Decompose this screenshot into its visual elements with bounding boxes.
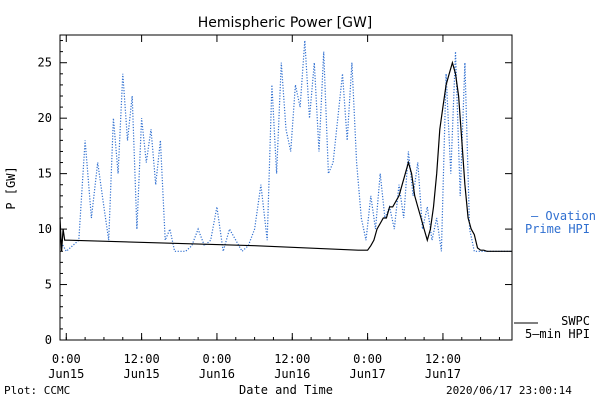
chart-title: Hemispheric Power [GW] [198,15,373,31]
y-tick-label-5: 25 [38,56,52,70]
x-tick-date-2: Jun16 [199,367,235,381]
plot-timestamp: 2020/06/17 23:00:14 [446,384,572,397]
x-axis-label: Date and Time [239,383,333,397]
plot-frame [59,34,513,341]
y-tick-label-3: 15 [38,167,52,181]
plot-credit: Plot: CCMC [4,384,70,397]
x-tick-date-1: Jun15 [124,367,160,381]
x-tick-label-2: 0:00 [202,352,231,366]
x-tick-label-4: 0:00 [353,352,382,366]
y-tick-label-1: 5 [45,278,52,292]
y-axis: 0 5 10 15 20 25 [38,40,512,347]
x-axis: 0:00Jun1512:00Jun150:00Jun1612:00Jun160:… [48,35,500,381]
x-tick-label-1: 12:00 [124,352,160,366]
x-tick-label-3: 12:00 [274,352,310,366]
x-tick-date-3: Jun16 [274,367,310,381]
series-line-0 [59,60,512,252]
legend-swpc-line2: 5–min HPI [525,327,590,341]
x-tick-date-0: Jun15 [48,367,84,381]
series-layer [59,40,512,253]
x-tick-date-5: Jun17 [425,367,461,381]
y-tick-label-4: 20 [38,111,52,125]
y-tick-label-0: 0 [45,333,52,347]
legend-ovation-line2: Prime HPI [525,222,590,236]
y-axis-label: P [GW] [4,166,18,209]
legend-ovation-line1: – Ovation [531,209,596,223]
y-tick-label-2: 10 [38,222,52,236]
legend-swpc-line1: SWPC [561,314,590,328]
x-tick-label-5: 12:00 [425,352,461,366]
x-tick-date-4: Jun17 [350,367,386,381]
series-line-1 [59,40,512,253]
x-tick-label-0: 0:00 [52,352,81,366]
